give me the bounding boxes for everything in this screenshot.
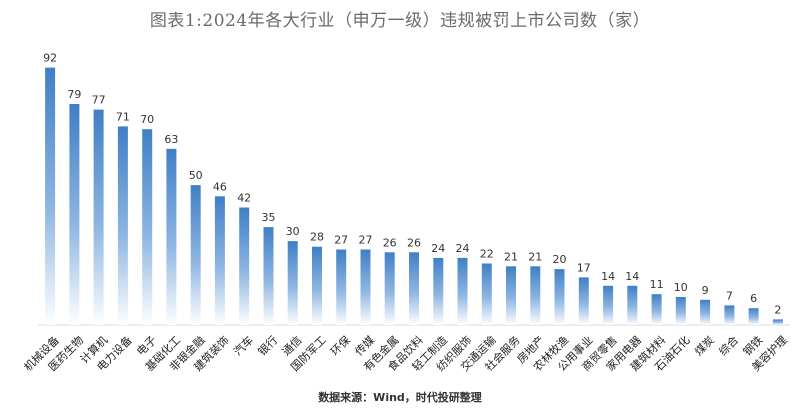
tick-label-27: 煤炭 xyxy=(692,334,717,359)
tick-label-28: 综合 xyxy=(716,333,741,358)
value-label-9: 35 xyxy=(262,211,276,224)
tick-label-12: 环保 xyxy=(328,333,353,358)
bar-20 xyxy=(530,266,541,325)
value-label-1: 79 xyxy=(67,88,81,101)
value-label-30: 2 xyxy=(774,303,781,316)
bar-14 xyxy=(384,252,395,325)
value-label-6: 50 xyxy=(189,169,203,182)
value-label-15: 26 xyxy=(407,236,421,249)
bar-21 xyxy=(554,269,565,325)
bar-8 xyxy=(239,207,250,325)
value-label-20: 21 xyxy=(528,250,542,263)
bar-18 xyxy=(481,263,492,325)
value-label-18: 22 xyxy=(480,248,494,261)
value-label-5: 63 xyxy=(164,133,178,146)
bar-26 xyxy=(675,297,686,325)
value-label-23: 14 xyxy=(601,270,615,283)
bar-4 xyxy=(142,129,153,325)
bar-2 xyxy=(93,109,104,325)
bar-22 xyxy=(578,277,589,325)
value-label-8: 42 xyxy=(237,192,251,205)
value-label-0: 92 xyxy=(43,52,57,65)
bar-11 xyxy=(312,246,322,325)
bar-19 xyxy=(506,266,516,325)
value-label-22: 17 xyxy=(577,261,591,274)
value-label-3: 71 xyxy=(116,110,130,123)
value-label-26: 10 xyxy=(674,281,688,294)
bar-3 xyxy=(117,126,128,326)
bar-28 xyxy=(724,305,735,325)
value-label-14: 26 xyxy=(383,236,397,249)
value-label-2: 77 xyxy=(92,94,106,107)
value-label-29: 6 xyxy=(750,292,757,305)
bar-1 xyxy=(69,104,80,325)
bar-24 xyxy=(627,285,638,325)
bar-27 xyxy=(700,299,711,325)
value-label-28: 7 xyxy=(726,289,733,302)
tick-label-9: 银行 xyxy=(255,333,280,358)
bar-13 xyxy=(360,249,371,325)
bar-12 xyxy=(336,249,347,325)
bar-23 xyxy=(603,285,614,325)
bar-5 xyxy=(166,148,177,325)
bar-30 xyxy=(772,319,783,325)
value-label-10: 30 xyxy=(286,225,300,238)
value-label-21: 20 xyxy=(553,253,567,266)
value-label-7: 46 xyxy=(213,180,227,193)
value-label-24: 14 xyxy=(625,270,639,283)
bar-16 xyxy=(433,257,444,325)
tick-label-8: 汽车 xyxy=(231,333,256,358)
bar-6 xyxy=(190,185,201,325)
bar-7 xyxy=(214,196,225,325)
value-label-11: 28 xyxy=(310,231,324,244)
tick-labels-group: 机械设备医药生物计算机电力设备 电子基础化工非银金融建筑装饰 汽车 银行 通信国防军工环… xyxy=(21,333,790,374)
value-label-25: 11 xyxy=(650,278,664,291)
bars-group xyxy=(45,67,783,326)
value-label-13: 27 xyxy=(359,234,373,247)
bar-10 xyxy=(287,241,298,325)
bar-0 xyxy=(45,67,56,325)
bar-9 xyxy=(263,227,274,325)
value-label-27: 9 xyxy=(702,284,709,297)
chart-source: 数据来源：Wind，时代投研整理 xyxy=(318,391,482,404)
value-label-19: 21 xyxy=(504,250,518,263)
value-label-16: 24 xyxy=(431,242,445,255)
bar-15 xyxy=(409,252,419,325)
chart-title: 图表1:2024年各大行业（申万一级）违规被罚上市公司数（家） xyxy=(149,11,651,31)
bar-25 xyxy=(651,294,662,325)
value-label-17: 24 xyxy=(456,242,470,255)
bar-29 xyxy=(748,308,759,325)
bar-17 xyxy=(457,257,468,325)
value-label-4: 70 xyxy=(140,113,154,126)
value-label-12: 27 xyxy=(334,234,348,247)
